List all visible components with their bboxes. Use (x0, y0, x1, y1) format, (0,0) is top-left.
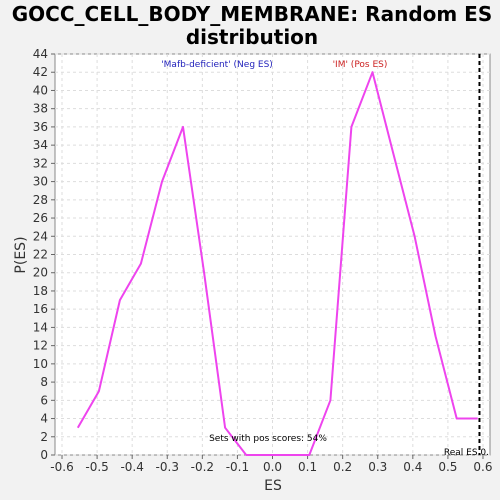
y-tick-label: 18 (33, 284, 48, 298)
x-tick-label: 0.2 (333, 460, 352, 474)
y-tick-label: 42 (33, 65, 48, 79)
y-tick-label: 38 (33, 102, 48, 116)
chart-title-line1: GOCC_CELL_BODY_MEMBRANE: Random ES (12, 2, 493, 26)
y-tick-label: 4 (40, 412, 48, 426)
x-tick-label: -0.6 (50, 460, 73, 474)
chart-title-line2: distribution (186, 25, 318, 49)
x-tick-label: 0.0 (263, 460, 282, 474)
y-tick-label: 16 (33, 302, 48, 316)
series-layer (76, 71, 478, 456)
y-axis-title: P(ES) (13, 236, 29, 273)
real-es-label: Real ES 0. (444, 448, 489, 458)
x-tick-label: -0.3 (156, 460, 179, 474)
y-tick-label: 10 (33, 357, 48, 371)
x-tick-label: -0.2 (191, 460, 214, 474)
y-tick-label: 34 (33, 138, 48, 152)
y-tick-label: 40 (33, 83, 48, 97)
x-tick-label: -0.4 (120, 460, 143, 474)
x-tick-label: 0.1 (298, 460, 317, 474)
y-tick-label: 24 (33, 229, 48, 243)
y-tick-label: 8 (40, 375, 48, 389)
es-distribution-line (76, 71, 478, 456)
y-tick-label: 22 (33, 248, 48, 262)
y-tick-label: 28 (33, 193, 48, 207)
neg-es-label: 'Mafb-deficient' (Neg ES) (161, 60, 273, 70)
y-tick-label: 32 (33, 156, 48, 170)
x-tick-label: -0.1 (226, 460, 249, 474)
y-tick-label: 30 (33, 175, 48, 189)
y-tick-label: 36 (33, 120, 48, 134)
x-axis-title: ES (264, 478, 282, 494)
x-tick-label: 0.4 (403, 460, 422, 474)
y-tick-label: 2 (40, 430, 48, 444)
sets-pos-scores-label: Sets with pos scores: 54% (209, 434, 327, 444)
y-tick-label: 26 (33, 211, 48, 225)
y-tick-label: 12 (33, 339, 48, 353)
y-tick-label: 14 (33, 320, 48, 334)
y-tick-label: 44 (33, 47, 48, 61)
grid-layer (55, 53, 490, 456)
x-tick-label: 0.6 (473, 460, 492, 474)
y-tick-label: 6 (40, 393, 48, 407)
y-tick-label: 0 (40, 448, 48, 462)
y-tick-label: 20 (33, 266, 48, 280)
x-tick-label: -0.5 (85, 460, 108, 474)
pos-es-label: 'IM' (Pos ES) (333, 60, 388, 70)
x-tick-label: 0.3 (368, 460, 387, 474)
x-tick-label: 0.5 (438, 460, 457, 474)
axis-layer: -0.6 -0.5 -0.4 -0.3 -0.2 -0.1 0.0 0.1 0.2 0.3 0.4 0… (33, 47, 493, 474)
